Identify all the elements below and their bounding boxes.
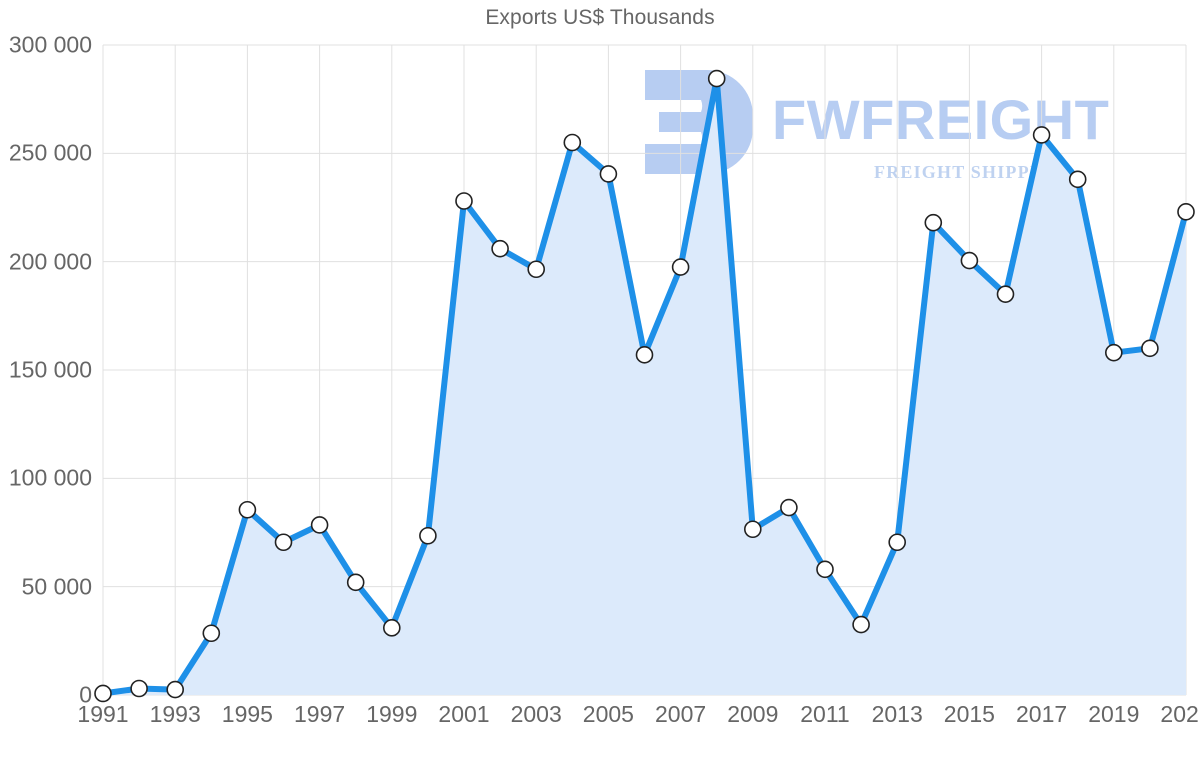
data-point-marker[interactable] bbox=[1068, 170, 1087, 189]
y-axis-tick-label: 200 000 bbox=[8, 248, 92, 275]
data-point-marker[interactable] bbox=[563, 133, 582, 152]
x-axis-tick-label: 2019 bbox=[1088, 701, 1140, 727]
x-axis-tick-label: 2003 bbox=[510, 701, 562, 727]
x-axis-tick-label: 2017 bbox=[1016, 701, 1068, 727]
data-point-markers bbox=[94, 69, 1195, 703]
y-axis-tick-label: 50 000 bbox=[21, 573, 92, 600]
y-axis: 0 50 000 100 000 150 000 200 000 250 000 300 0… bbox=[0, 0, 103, 763]
data-point-marker[interactable] bbox=[94, 684, 112, 703]
y-axis-tick-label: 100 000 bbox=[8, 464, 92, 491]
data-point-marker[interactable] bbox=[780, 498, 798, 517]
data-point-marker[interactable] bbox=[166, 680, 184, 699]
data-point-marker[interactable] bbox=[635, 346, 654, 364]
data-point-marker[interactable] bbox=[707, 69, 726, 88]
data-point-marker[interactable] bbox=[491, 239, 509, 258]
x-axis-tick-label: 2005 bbox=[582, 701, 634, 727]
y-axis-tick-label: 150 000 bbox=[8, 356, 92, 383]
data-point-marker[interactable] bbox=[671, 258, 690, 276]
area-fill bbox=[103, 78, 1186, 695]
data-point-marker[interactable] bbox=[743, 520, 762, 539]
data-point-marker[interactable] bbox=[130, 679, 148, 698]
y-axis-tick-label: 300 000 bbox=[8, 31, 92, 58]
x-axis-tick-label: 2009 bbox=[727, 701, 779, 727]
x-axis-tick-label: 2015 bbox=[943, 701, 995, 727]
data-point-marker[interactable] bbox=[202, 624, 221, 643]
data-point-marker[interactable] bbox=[419, 526, 437, 545]
data-point-marker[interactable] bbox=[888, 533, 907, 552]
data-point-marker[interactable] bbox=[816, 560, 834, 579]
x-axis-tick-label: 2013 bbox=[871, 701, 923, 727]
data-point-marker[interactable] bbox=[238, 500, 257, 519]
x-axis-tick-label: 1993 bbox=[149, 701, 201, 727]
x-axis-tick-label: 1999 bbox=[366, 701, 418, 727]
data-point-marker[interactable] bbox=[852, 615, 870, 634]
data-point-marker[interactable] bbox=[527, 260, 546, 279]
x-axis-tick-label: 1995 bbox=[221, 701, 273, 727]
data-point-marker[interactable] bbox=[455, 192, 473, 210]
data-point-marker[interactable] bbox=[274, 533, 293, 552]
x-axis-tick-label: 2001 bbox=[438, 701, 490, 727]
data-point-marker[interactable] bbox=[382, 619, 401, 637]
y-axis-tick-label: 0 bbox=[79, 681, 92, 708]
data-point-marker[interactable] bbox=[599, 165, 618, 183]
data-point-marker[interactable] bbox=[1141, 339, 1159, 358]
chart-title: Exports US$ Thousands bbox=[485, 6, 715, 29]
x-axis-tick-label: 1997 bbox=[294, 701, 346, 727]
x-axis-tick-label: 2021 bbox=[1160, 701, 1200, 727]
x-axis-tick-label: 1991 bbox=[77, 701, 129, 727]
y-axis-tick-label: 250 000 bbox=[8, 139, 92, 166]
x-axis-tick-label: 2007 bbox=[655, 701, 707, 727]
data-point-marker[interactable] bbox=[1032, 126, 1051, 144]
data-point-marker[interactable] bbox=[960, 251, 979, 270]
data-point-marker[interactable] bbox=[346, 573, 365, 592]
data-point-marker[interactable] bbox=[924, 213, 943, 232]
data-point-marker[interactable] bbox=[310, 516, 329, 534]
x-axis-tick-label: 2011 bbox=[800, 701, 850, 727]
data-point-marker[interactable] bbox=[1105, 343, 1123, 362]
data-point-marker[interactable] bbox=[1177, 203, 1195, 221]
data-point-marker[interactable] bbox=[996, 285, 1015, 303]
